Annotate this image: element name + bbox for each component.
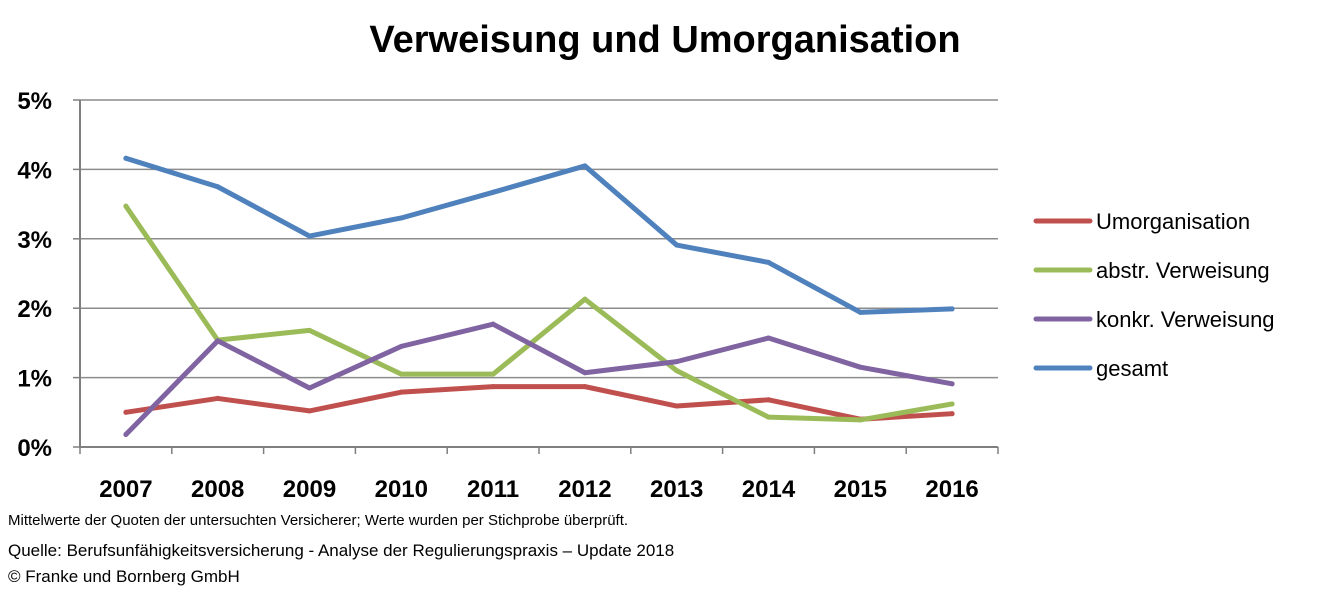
data-point <box>215 395 221 401</box>
data-point <box>490 321 496 327</box>
x-tick-label: 2007 <box>99 476 152 503</box>
data-point <box>857 364 863 370</box>
legend-label: abstr. Verweisung <box>1096 258 1270 283</box>
data-point <box>949 401 955 407</box>
data-point <box>307 408 312 414</box>
data-point <box>123 203 129 209</box>
series-line-gesamt <box>123 155 955 315</box>
data-point <box>766 259 771 265</box>
x-axis-ticks: 2007 2008 2009 2010 2011 2012 2013 2014 2015 2016 <box>99 476 979 503</box>
series-line-konkr-verweisung <box>123 321 955 438</box>
data-point <box>949 381 955 387</box>
data-point <box>490 189 496 195</box>
data-point <box>398 215 404 221</box>
data-point <box>398 371 404 377</box>
data-point <box>215 338 221 344</box>
data-point <box>949 411 955 417</box>
legend-label: Umorganisation <box>1096 209 1250 234</box>
data-point <box>766 414 771 420</box>
data-point <box>674 403 680 409</box>
data-point <box>766 397 771 403</box>
data-point <box>582 296 588 302</box>
data-point <box>398 389 404 395</box>
data-point <box>307 327 312 333</box>
legend: Umorganisation abstr. Verweisung konkr. Ve… <box>1033 209 1275 381</box>
data-point <box>398 343 404 349</box>
x-tick-label: 2011 <box>467 476 519 503</box>
source-note: Quelle: Berufsunfähigkeitsversicherung -… <box>8 541 675 560</box>
x-tick-label: 2010 <box>375 476 428 503</box>
legend-label: konkr. Verweisung <box>1096 307 1275 332</box>
data-point <box>674 242 680 248</box>
data-point <box>215 184 221 190</box>
data-point <box>582 384 588 390</box>
chart-title: Verweisung und Umorganisation <box>369 19 960 61</box>
y-tick-label: 0% <box>17 435 52 462</box>
y-tick-label: 1% <box>17 366 52 393</box>
data-point <box>674 368 680 374</box>
data-point <box>582 370 588 376</box>
data-point <box>582 163 588 169</box>
y-tick-label: 3% <box>17 227 52 254</box>
data-point <box>857 417 863 423</box>
x-tick-label: 2012 <box>558 476 611 503</box>
grid-lines <box>73 99 999 454</box>
x-tick-label: 2016 <box>925 476 978 503</box>
series-line-umorganisation <box>123 384 955 422</box>
x-tick-label: 2015 <box>834 476 887 503</box>
y-tick-label: 2% <box>17 296 52 323</box>
x-tick-label: 2008 <box>191 476 244 503</box>
data-point <box>123 432 129 438</box>
copyright-note: © Franke und Bornberg GmbH <box>8 567 240 586</box>
x-tick-label: 2009 <box>283 476 336 503</box>
y-axis-ticks: 0% 1% 2% 3% 4% 5% <box>17 88 52 462</box>
data-point <box>490 371 496 377</box>
data-point <box>766 335 771 341</box>
y-tick-label: 4% <box>17 157 52 184</box>
data-point <box>490 384 496 390</box>
x-tick-label: 2013 <box>650 476 703 503</box>
data-point <box>307 385 312 391</box>
data-point <box>123 409 129 415</box>
data-point <box>949 306 955 312</box>
series-line-abstr-verweisung <box>123 203 955 423</box>
data-point <box>857 309 863 315</box>
data-point <box>674 359 680 365</box>
data-point <box>123 155 129 161</box>
data-point <box>307 233 312 239</box>
legend-label: gesamt <box>1096 356 1168 381</box>
x-tick-label: 2014 <box>742 476 796 503</box>
y-tick-label: 5% <box>17 88 52 115</box>
series-lines <box>123 155 955 438</box>
footnote: Mittelwerte der Quoten der untersuchten … <box>8 512 629 529</box>
